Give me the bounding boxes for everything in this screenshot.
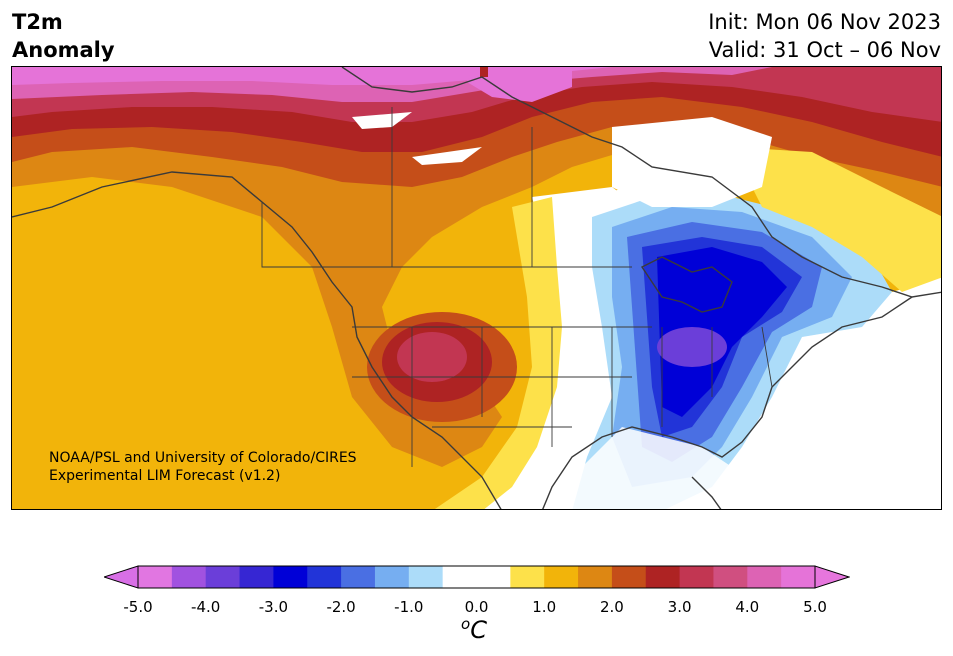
variable-name: T2m (12, 10, 63, 34)
colorbar-cell (544, 566, 579, 588)
colorbar-cell (341, 566, 376, 588)
light-yellow-band (434, 197, 562, 509)
colorbar-cell (679, 566, 714, 588)
colorbar-cell (645, 566, 681, 588)
unit-label: oC (461, 615, 487, 644)
colorbar-cell (476, 566, 511, 588)
colorbar-tick-label: 4.0 (735, 598, 760, 616)
hudson-ice-2 (412, 147, 482, 165)
colorbar-extend-high (814, 565, 850, 589)
greenland-red (480, 67, 488, 77)
colorbar-outline (137, 565, 816, 589)
map-svg (12, 67, 941, 509)
data-credit: NOAA/PSL and University of Colorado/CIRE… (49, 449, 357, 485)
colorbar-tick-label: -1.0 (394, 598, 424, 616)
colorbar-cell (138, 566, 173, 588)
colorbar-tick-label: 1.0 (532, 598, 557, 616)
coastlines (12, 67, 941, 509)
colorbar-cell (239, 566, 274, 588)
colorbar-cell (171, 566, 207, 588)
colorbar-tick-label: -5.0 (123, 598, 153, 616)
anomaly-map (11, 66, 942, 510)
colorbar-cell (747, 566, 782, 588)
gulf-neutral (534, 427, 771, 509)
political-borders (261, 107, 773, 467)
valid-range: Valid: 31 Oct – 06 Nov (708, 38, 941, 62)
colorbar-cell (205, 566, 241, 588)
unit-letter: C (470, 616, 487, 644)
northeast-warm (732, 147, 941, 292)
southwest-anomaly-core (397, 332, 467, 382)
colorbar-cell (611, 566, 647, 588)
colorbar-tick-label: -3.0 (258, 598, 289, 616)
colorbar-tick-label: 5.0 (803, 598, 827, 616)
colorbar-cell (781, 566, 816, 588)
credit-line-2: Experimental LIM Forecast (v1.2) (49, 468, 281, 484)
colorbar-cell (273, 566, 308, 588)
hudson-ice-1 (352, 112, 412, 129)
colorbar-cell (442, 566, 477, 588)
colorbar-cells (138, 566, 816, 588)
map-title: T2m Anomaly (12, 8, 115, 64)
atlantic-neutral (772, 307, 941, 509)
warm-1 (12, 67, 941, 467)
colorbar-tick-label: -4.0 (191, 598, 221, 616)
cold-core (657, 327, 727, 367)
warm-6 (12, 67, 612, 85)
unit-degree: o (461, 615, 471, 633)
cold-5 (657, 247, 787, 417)
variable-subtitle: Anomaly (12, 38, 115, 62)
colorbar-cell (510, 566, 545, 588)
colorbar-extend-low (104, 565, 139, 589)
forecast-dates: Init: Mon 06 Nov 2023 Valid: 31 Oct – 06… (708, 8, 941, 64)
colorbar-cell (307, 566, 342, 588)
colorbar-tick-label: 2.0 (599, 598, 624, 616)
colorbar (104, 565, 850, 589)
greenland (467, 67, 572, 102)
northeast-neutral (612, 117, 772, 207)
colorbar-tick-label: 3.0 (667, 598, 692, 616)
init-date: Init: Mon 06 Nov 2023 (708, 10, 941, 34)
colorbar-tick-label: 0.0 (464, 598, 489, 616)
colorbar-cell (408, 566, 444, 588)
colorbar-cell (578, 566, 613, 588)
colorbar-cell (374, 566, 410, 588)
credit-line-1: NOAA/PSL and University of Colorado/CIRE… (49, 450, 357, 466)
colorbar-cell (713, 566, 748, 588)
colorbar-tick-label: -2.0 (326, 598, 356, 616)
